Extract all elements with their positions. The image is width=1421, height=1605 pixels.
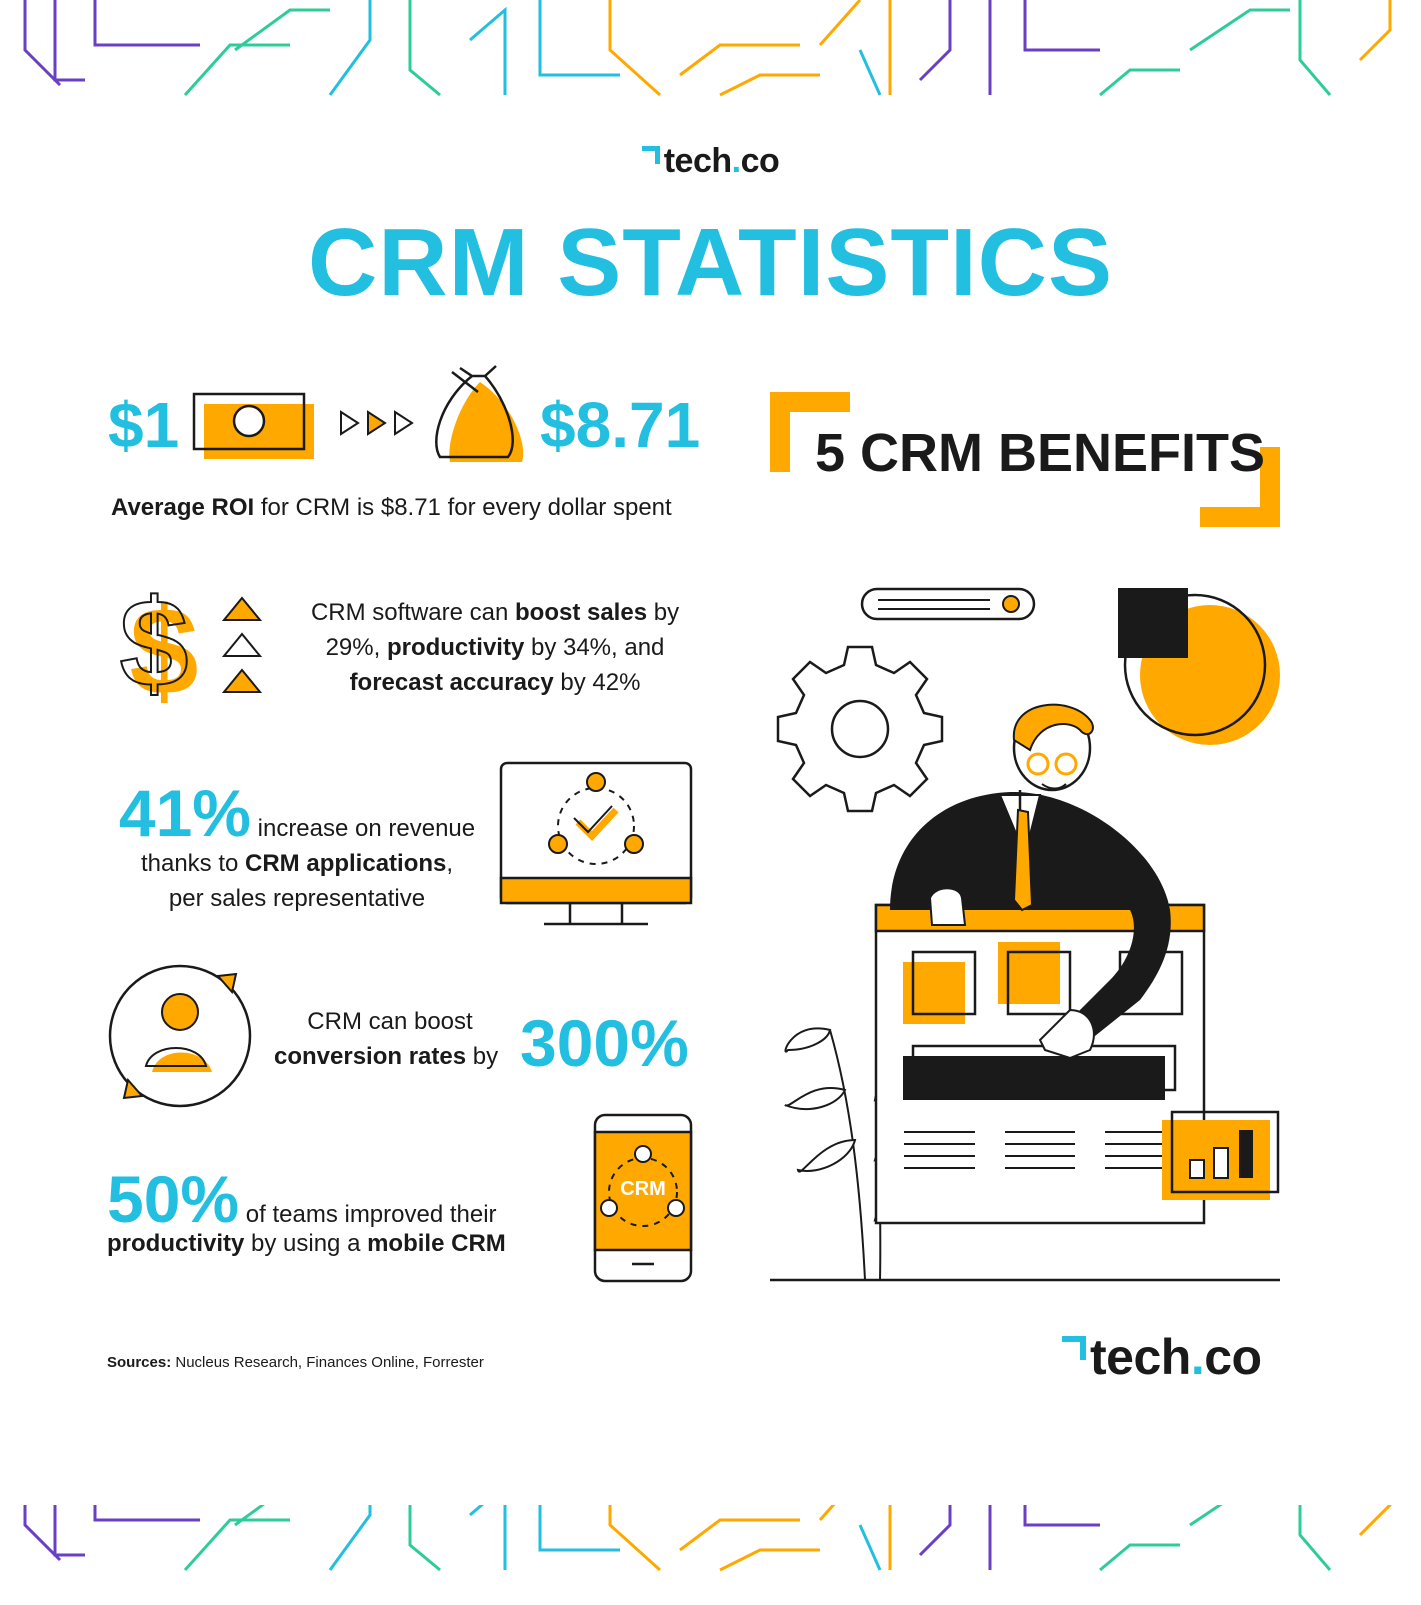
revenue-line-2: thanks to CRM applications, <box>140 850 454 877</box>
boost-sales-text: CRM software can boost sales by 29%, pro… <box>270 595 720 700</box>
brand-name: tech <box>1090 1329 1191 1385</box>
conversion-text: CRM can boost <box>270 1004 510 1039</box>
pie-chart-icon <box>1118 588 1280 745</box>
mobile-line-2: productivity by using a mobile CRM <box>107 1230 506 1257</box>
dollar-sign-icon: $ $ <box>119 582 199 714</box>
roi-from-amount: $1 <box>108 389 180 461</box>
banknote-icon <box>192 392 314 459</box>
brand-mark-icon <box>1062 1336 1086 1360</box>
benefits-title: 5 CRM BENEFITS <box>815 423 1266 483</box>
brand-mark-icon <box>641 146 660 164</box>
money-bag-icon <box>435 365 524 462</box>
roi-to-amount: $8.71 <box>540 389 701 461</box>
triangles-icon <box>221 596 263 693</box>
mobile-crm-icon <box>593 1113 693 1283</box>
brand-dot: . <box>731 142 741 180</box>
roi-caption-bold: Average ROI <box>111 494 255 521</box>
svg-text:$: $ <box>130 583 199 714</box>
revenue-text: 41% increase on revenue thanks to CRM ap… <box>107 780 487 916</box>
page-title: CRM STATISTICS <box>307 209 1114 316</box>
brand-logo-top: tech.co <box>0 142 1421 181</box>
brand-logo-bottom: tech.co <box>1062 1328 1262 1386</box>
sources-text: Nucleus Research, Finances Online, Forre… <box>171 1354 484 1371</box>
arrows-icon <box>340 410 414 436</box>
businessman-illustration <box>770 587 1280 1282</box>
revenue-line-3: per sales representative <box>168 885 426 912</box>
roi-caption-rest: for CRM is $8.71 for every dollar spent <box>254 494 672 521</box>
brand-name: tech <box>663 142 732 180</box>
boost-sales-line-3: forecast accuracy by 42% <box>349 669 641 696</box>
gear-icon <box>776 645 944 813</box>
benefits-frame-icon <box>770 392 1280 527</box>
mobile-line-1: 50% of teams improved their <box>107 1162 497 1236</box>
conversion-line-1: CRM can boost <box>307 1008 473 1035</box>
brand-name-suffix: co <box>740 142 780 180</box>
sources: Sources: Nucleus Research, Finances Onli… <box>107 1354 484 1371</box>
boost-sales-line-1: CRM software can boost sales by <box>310 599 680 626</box>
search-bar-icon <box>860 587 1036 621</box>
monitor-check-icon <box>499 761 693 926</box>
sources-label: Sources: <box>107 1354 172 1371</box>
brand-dot: . <box>1190 1329 1205 1385</box>
boost-sales-line-2: 29%, productivity by 34%, and <box>325 634 665 661</box>
mobile-percent: 50% <box>107 1162 240 1236</box>
svg-text:$: $ <box>120 582 189 713</box>
roi-caption: Average ROI for CRM is $8.71 for every d… <box>111 490 672 525</box>
conversion-line-2: conversion rates by <box>274 1043 499 1070</box>
decorative-pattern-top <box>23 0 1392 97</box>
revenue-line-1: 41% increase on revenue <box>118 776 476 850</box>
mobile-crm-label: CRM <box>620 1178 666 1200</box>
brand-name-suffix: co <box>1204 1329 1262 1385</box>
user-cycle-icon <box>108 964 252 1108</box>
bar-chart-icon <box>1162 1110 1280 1200</box>
conversion-percent: 300% <box>520 1006 689 1080</box>
revenue-percent: 41% <box>118 776 251 850</box>
decorative-pattern-bottom <box>23 1505 1392 1572</box>
